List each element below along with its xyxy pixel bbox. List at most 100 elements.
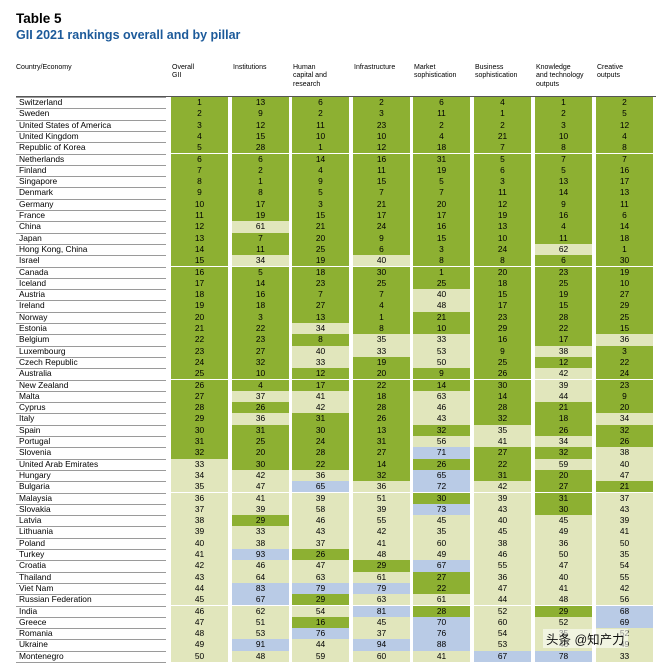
rank-cell-business-sophistication: 55 [474,560,531,572]
row-separator [16,650,166,652]
rank-cell-creative-outputs: 38 [596,447,653,459]
rank-cell-business-sophistication: 47 [474,582,531,595]
rank-cell-infrastructure: 13 [353,424,410,436]
country-name: Luxembourg [19,345,66,356]
rank-cell-institutions: 18 [232,300,289,312]
country-name: Ukraine [19,639,48,650]
row-separator [16,176,166,178]
rank-cell-knowledge-technology: 52 [535,616,592,629]
rank-cell-infrastructure: 35 [353,334,410,346]
rank-cell-knowledge-technology: 28 [535,311,592,323]
rank-cell-knowledge-technology: 47 [535,560,592,572]
rank-cell-creative-outputs: 54 [596,560,653,572]
rank-cell-market-sophistication: 22 [413,582,470,595]
rank-cell-institutions: 33 [232,526,289,538]
rank-cell-business-sophistication: 42 [474,481,531,493]
rank-cell-creative-outputs: 21 [596,481,653,493]
rank-cell-overall-gii: 31 [171,436,228,448]
rank-cell-human-capital: 21 [292,221,349,233]
rank-cell-infrastructure: 63 [353,594,410,606]
rank-cell-institutions: 28 [232,142,289,154]
row-separator [16,390,166,392]
rank-cell-creative-outputs: 34 [596,413,653,425]
rank-cell-creative-outputs: 16 [596,164,653,177]
rank-cell-institutions: 8 [232,187,289,199]
rank-cell-creative-outputs: 18 [596,232,653,244]
rank-cell-market-sophistication: 45 [413,515,470,527]
row-separator [16,481,166,483]
rank-cell-infrastructure: 51 [353,492,410,504]
watermark: 头条 @知产力 [543,629,628,648]
rank-cell-creative-outputs: 10 [596,277,653,290]
row-separator [16,605,166,607]
rank-cell-infrastructure: 40 [353,255,410,267]
rank-cell-infrastructure: 22 [353,379,410,391]
header-infrastructure: Infrastructure [354,64,396,71]
row-separator [16,323,166,324]
rank-cell-creative-outputs: 36 [596,334,653,346]
country-name: Spain [19,424,41,435]
rank-cell-market-sophistication: 5 [413,176,470,188]
rank-cell-business-sophistication: 41 [474,436,531,448]
rank-cell-creative-outputs: 56 [596,594,653,606]
rank-cell-human-capital: 27 [292,300,349,312]
rank-cell-infrastructure: 81 [353,605,410,617]
rank-cell-business-sophistication: 52 [474,605,531,617]
rank-cell-infrastructure: 21 [353,198,410,210]
rank-cell-business-sophistication: 23 [474,311,531,323]
row-separator [16,345,166,347]
rank-cell-infrastructure: 15 [353,176,410,188]
rank-cell-human-capital: 19 [292,255,349,267]
rank-cell-institutions: 22 [232,323,289,335]
rank-cell-overall-gii: 14 [171,243,228,256]
country-name: Turkey [19,549,45,559]
rank-cell-overall-gii: 21 [171,323,228,335]
rank-cell-market-sophistication: 43 [413,413,470,425]
rank-cell-infrastructure: 7 [353,289,410,301]
rank-cell-business-sophistication: 5 [474,153,531,165]
rank-cell-infrastructure: 29 [353,560,410,572]
rank-cell-business-sophistication: 28 [474,402,531,414]
rank-cell-creative-outputs: 43 [596,503,653,516]
rank-cell-creative-outputs: 2 [596,97,653,109]
rank-cell-creative-outputs: 19 [596,266,653,278]
rank-cell-business-sophistication: 43 [474,503,531,516]
rank-cell-knowledge-technology: 32 [535,447,592,459]
row-separator [16,582,166,584]
rank-cell-overall-gii: 25 [171,368,228,380]
rank-cell-overall-gii: 5 [171,142,228,154]
rank-cell-business-sophistication: 32 [474,413,531,425]
rank-cell-overall-gii: 4 [171,130,228,143]
row-separator [16,402,166,404]
rank-cell-infrastructure: 33 [353,345,410,357]
rank-cell-market-sophistication: 8 [413,255,470,267]
rank-cell-overall-gii: 27 [171,390,228,403]
rank-cell-creative-outputs: 17 [596,176,653,188]
rank-cell-business-sophistication: 21 [474,130,531,143]
rank-cell-business-sophistication: 6 [474,164,531,177]
rank-cell-infrastructure: 19 [353,356,410,369]
rank-cell-knowledge-technology: 41 [535,582,592,595]
rank-cell-human-capital: 30 [292,424,349,436]
rank-cell-overall-gii: 44 [171,582,228,595]
rank-cell-knowledge-technology: 4 [535,221,592,233]
country-name: Estonia [19,323,47,333]
rank-cell-overall-gii: 15 [171,255,228,267]
rank-cell-infrastructure: 27 [353,447,410,459]
rank-cell-overall-gii: 22 [171,334,228,346]
row-separator [16,515,166,517]
rank-cell-market-sophistication: 50 [413,356,470,369]
rank-cell-human-capital: 2 [292,108,349,120]
country-name: Slovenia [19,447,52,458]
rank-cell-market-sophistication: 71 [413,447,470,459]
rank-cell-market-sophistication: 32 [413,424,470,436]
rank-cell-market-sophistication: 16 [413,221,470,233]
row-separator [16,311,166,313]
rank-cell-market-sophistication: 2 [413,119,470,131]
row-separator [16,368,166,370]
rank-cell-market-sophistication: 10 [413,323,470,335]
rank-cell-institutions: 41 [232,492,289,504]
rank-cell-human-capital: 13 [292,311,349,323]
rank-cell-knowledge-technology: 19 [535,289,592,301]
table-label: Table 5 [16,11,62,26]
